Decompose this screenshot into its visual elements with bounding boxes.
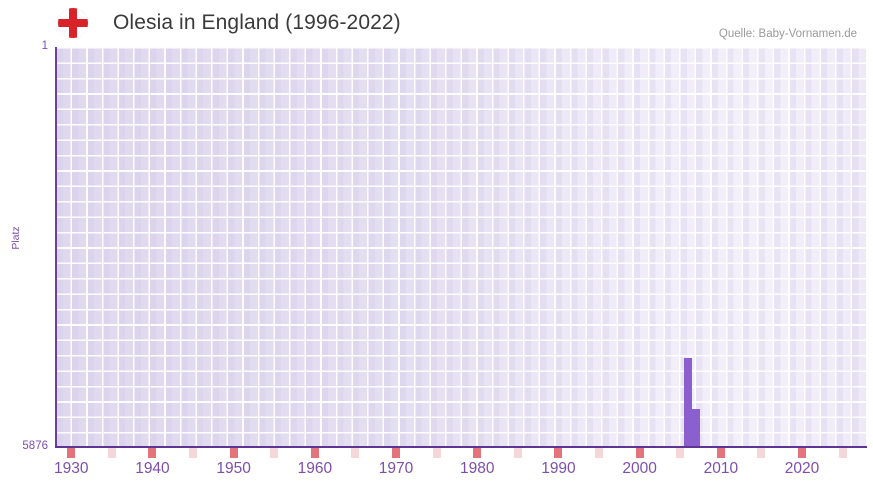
x-tick-minor-1955 bbox=[270, 448, 279, 458]
x-axis-label-1930: 1930 bbox=[53, 460, 89, 477]
x-tick-minor-1975 bbox=[432, 448, 441, 458]
x-tick-minor-1945 bbox=[189, 448, 198, 458]
x-axis-label-1940: 1940 bbox=[135, 460, 170, 477]
bar-2006 bbox=[684, 358, 692, 448]
x-tick-1990 bbox=[554, 448, 563, 458]
x-tick-minor-1935 bbox=[107, 448, 116, 458]
x-tick-1930 bbox=[67, 448, 76, 458]
x-tick-2020 bbox=[798, 448, 807, 458]
plot-gridlines bbox=[55, 47, 867, 448]
x-axis-label-1960: 1960 bbox=[297, 460, 333, 477]
y-axis-top-label: 1 bbox=[41, 40, 48, 52]
x-axis-label-1980: 1980 bbox=[459, 460, 495, 477]
page-title: Olesia in England (1996-2022) bbox=[113, 11, 401, 34]
x-axis-ticks bbox=[55, 448, 867, 458]
x-tick-2010 bbox=[716, 448, 725, 458]
chart-header: Olesia in England (1996-2022) Quelle: Ba… bbox=[0, 0, 873, 44]
x-axis-label-2010: 2010 bbox=[703, 460, 739, 477]
x-axis-label-2020: 2020 bbox=[784, 460, 820, 477]
flag-cross-vertical bbox=[69, 8, 77, 38]
plot-area bbox=[55, 47, 867, 448]
x-axis-labels: 1930 1940 1950 1960 1970 1980 1990 2000 2010 2020 bbox=[0, 460, 873, 492]
x-tick-minor-1965 bbox=[351, 448, 360, 458]
x-tick-minor-2005 bbox=[676, 448, 685, 458]
x-tick-2000 bbox=[635, 448, 644, 458]
x-tick-minor-1995 bbox=[595, 448, 604, 458]
y-axis-title: Platz bbox=[10, 226, 22, 250]
x-tick-minor-1985 bbox=[513, 448, 522, 458]
x-tick-1970 bbox=[392, 448, 401, 458]
x-tick-1940 bbox=[148, 448, 157, 458]
x-tick-1960 bbox=[310, 448, 319, 458]
x-axis-label-1990: 1990 bbox=[541, 460, 576, 477]
source-note: Quelle: Baby-Vornamen.de bbox=[718, 28, 857, 40]
x-tick-minor-2025 bbox=[838, 448, 847, 458]
x-tick-minor-2015 bbox=[757, 448, 766, 458]
england-flag-icon bbox=[58, 8, 88, 38]
x-tick-1950 bbox=[229, 448, 238, 458]
x-axis-line bbox=[55, 446, 867, 448]
x-tick-1980 bbox=[473, 448, 482, 458]
y-axis-line bbox=[55, 47, 57, 448]
y-axis-bottom-label: 5876 bbox=[22, 440, 48, 452]
bar-2007 bbox=[692, 408, 700, 448]
x-axis-label-1970: 1970 bbox=[378, 460, 414, 477]
x-axis-label-2000: 2000 bbox=[622, 460, 657, 477]
x-axis-label-1950: 1950 bbox=[216, 460, 251, 477]
